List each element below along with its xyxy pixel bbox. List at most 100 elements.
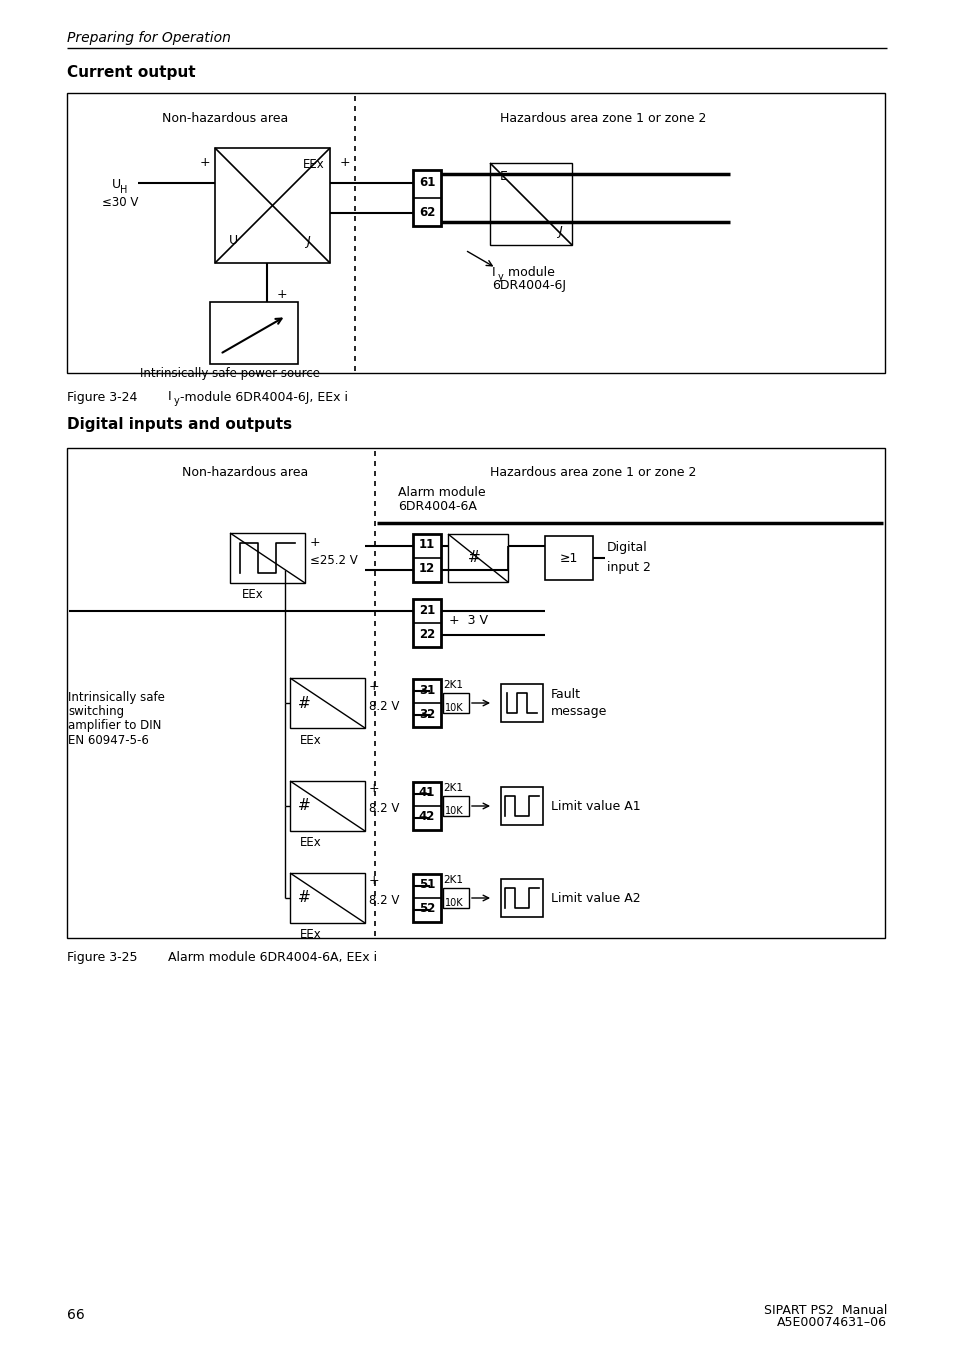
- Bar: [442, 796, 469, 816]
- Text: Non-hazardous area: Non-hazardous area: [162, 112, 288, 124]
- Bar: [290, 678, 365, 728]
- Text: -module 6DR4004-6J, EEx i: -module 6DR4004-6J, EEx i: [180, 390, 348, 404]
- Bar: [413, 534, 440, 582]
- Bar: [230, 534, 305, 584]
- Text: EEx: EEx: [299, 734, 321, 747]
- Bar: [67, 93, 884, 373]
- Text: 11: 11: [418, 539, 435, 551]
- Text: y: y: [497, 272, 503, 282]
- Text: 8.2 V: 8.2 V: [369, 802, 399, 816]
- Text: I: I: [168, 390, 172, 404]
- Text: input 2: input 2: [606, 561, 650, 574]
- Text: EEx: EEx: [242, 589, 263, 601]
- Text: 12: 12: [418, 562, 435, 576]
- Bar: [214, 149, 330, 263]
- Bar: [413, 680, 440, 727]
- Text: 8.2 V: 8.2 V: [369, 894, 399, 908]
- Bar: [413, 782, 440, 830]
- Bar: [413, 874, 440, 921]
- Text: Hazardous area zone 1 or zone 2: Hazardous area zone 1 or zone 2: [490, 466, 696, 478]
- Bar: [500, 788, 542, 825]
- Text: +  3 V: + 3 V: [449, 613, 488, 627]
- Text: Hazardous area zone 1 or zone 2: Hazardous area zone 1 or zone 2: [499, 112, 705, 124]
- Bar: [442, 888, 469, 908]
- Bar: [210, 303, 297, 363]
- Text: 6DR4004-6J: 6DR4004-6J: [492, 280, 565, 293]
- Text: module: module: [503, 266, 555, 278]
- Text: #: #: [297, 696, 310, 711]
- Text: Non-hazardous area: Non-hazardous area: [182, 466, 308, 478]
- Bar: [413, 170, 440, 226]
- Text: Alarm module: Alarm module: [397, 486, 485, 500]
- Text: EEx: EEx: [299, 928, 321, 942]
- Text: Limit value A2: Limit value A2: [551, 892, 640, 905]
- Text: #: #: [297, 890, 310, 905]
- Text: Current output: Current output: [67, 65, 195, 81]
- Text: 62: 62: [418, 205, 435, 219]
- Bar: [413, 598, 440, 647]
- Text: 52: 52: [418, 902, 435, 916]
- Text: Figure 3-25: Figure 3-25: [67, 951, 137, 965]
- Text: 10K: 10K: [444, 898, 463, 908]
- Text: 66: 66: [67, 1308, 85, 1323]
- Text: 61: 61: [418, 176, 435, 189]
- Text: 2K1: 2K1: [442, 875, 462, 885]
- Text: 10K: 10K: [444, 703, 463, 713]
- Text: #: #: [297, 798, 310, 813]
- Text: J: J: [306, 235, 310, 247]
- Text: Intrinsically safe power source: Intrinsically safe power source: [140, 366, 319, 380]
- Text: U: U: [228, 235, 237, 247]
- Text: I: I: [492, 266, 496, 278]
- Bar: [500, 684, 542, 721]
- Text: H: H: [120, 185, 128, 195]
- Text: #: #: [467, 550, 480, 566]
- Text: +: +: [369, 782, 379, 796]
- Text: EEx: EEx: [303, 158, 325, 170]
- Text: Figure 3-24: Figure 3-24: [67, 390, 137, 404]
- Text: 21: 21: [418, 604, 435, 616]
- Text: EN 60947-5-6: EN 60947-5-6: [68, 734, 149, 747]
- Text: y: y: [173, 396, 179, 407]
- Text: ≤30 V: ≤30 V: [102, 196, 138, 209]
- Bar: [67, 449, 884, 938]
- Text: 32: 32: [418, 708, 435, 720]
- Text: +: +: [339, 155, 351, 169]
- Text: A5E00074631–06: A5E00074631–06: [776, 1316, 886, 1329]
- Text: +: +: [369, 874, 379, 888]
- Text: Limit value A1: Limit value A1: [551, 800, 640, 812]
- Text: Preparing for Operation: Preparing for Operation: [67, 31, 231, 45]
- Bar: [442, 693, 469, 713]
- Text: +: +: [310, 536, 320, 550]
- Text: +: +: [369, 680, 379, 693]
- Text: ≤25.2 V: ≤25.2 V: [310, 554, 357, 567]
- Bar: [500, 880, 542, 917]
- Text: SIPART PS2  Manual: SIPART PS2 Manual: [762, 1304, 886, 1316]
- Text: 10K: 10K: [444, 807, 463, 816]
- Text: J: J: [558, 224, 561, 238]
- Bar: [448, 534, 507, 582]
- Text: Alarm module 6DR4004-6A, EEx i: Alarm module 6DR4004-6A, EEx i: [168, 951, 376, 965]
- Text: 8.2 V: 8.2 V: [369, 700, 399, 712]
- Text: 51: 51: [418, 878, 435, 892]
- Text: amplifier to DIN: amplifier to DIN: [68, 720, 161, 732]
- Bar: [290, 781, 365, 831]
- Text: Intrinsically safe: Intrinsically safe: [68, 692, 165, 704]
- Bar: [490, 163, 572, 245]
- Text: +: +: [200, 155, 211, 169]
- Text: U: U: [112, 178, 121, 192]
- Text: 22: 22: [418, 627, 435, 640]
- Text: 2K1: 2K1: [442, 680, 462, 690]
- Text: 2K1: 2K1: [442, 784, 462, 793]
- Text: 6DR4004-6A: 6DR4004-6A: [397, 500, 476, 513]
- Text: switching: switching: [68, 705, 124, 719]
- Text: Digital inputs and outputs: Digital inputs and outputs: [67, 417, 292, 432]
- Text: 42: 42: [418, 811, 435, 824]
- Text: message: message: [551, 704, 607, 717]
- Text: 31: 31: [418, 684, 435, 697]
- Bar: [544, 536, 593, 580]
- Text: Digital: Digital: [606, 540, 647, 554]
- Text: ≥1: ≥1: [559, 551, 578, 565]
- Text: E: E: [499, 170, 507, 184]
- Text: +: +: [276, 288, 287, 300]
- Text: EEx: EEx: [299, 836, 321, 850]
